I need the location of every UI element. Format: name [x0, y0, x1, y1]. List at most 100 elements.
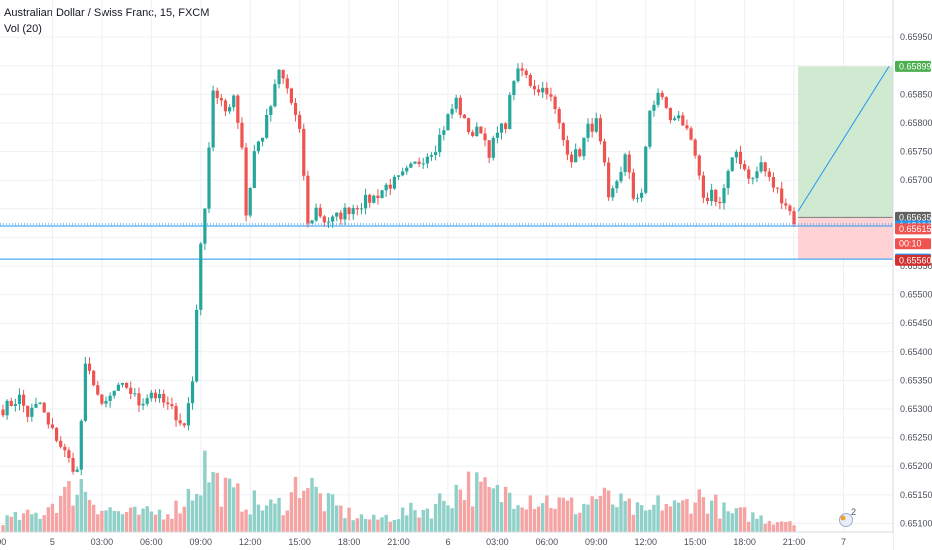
volume-bar: [606, 490, 611, 532]
candle: [112, 390, 116, 396]
price-tag: [895, 238, 931, 250]
volume-bar: [697, 489, 701, 532]
candle: [685, 125, 689, 129]
target-projection[interactable]: [797, 66, 890, 212]
volume-indicator-label[interactable]: Vol (20): [4, 23, 42, 35]
time-tick-label: 03:00: [91, 537, 114, 547]
candle: [67, 450, 71, 459]
volume-bar: [714, 494, 718, 532]
volume-bar: [306, 488, 310, 532]
candle: [738, 151, 743, 165]
candle: [50, 424, 55, 428]
symbol-title[interactable]: Australian Dollar / Swiss Franc, 15, FXC…: [4, 7, 210, 19]
volume-bar: [487, 487, 491, 532]
candle: [339, 212, 343, 220]
volume-bar: [215, 472, 219, 532]
volume-bar: [244, 509, 248, 532]
candle: [207, 147, 211, 209]
candle: [326, 221, 331, 223]
candle: [771, 176, 776, 188]
price-tick-label: 0.65400: [900, 347, 932, 357]
volume-bar: [277, 497, 281, 532]
volume-bar: [573, 514, 578, 532]
volume-bar: [17, 519, 22, 532]
price-axis[interactable]: 0.65950 0.65850 0.65800 0.65750 0.65700 0.655…: [892, 0, 932, 550]
candle: [743, 164, 747, 170]
bottom-right-widget[interactable]: 2: [839, 507, 857, 527]
volume-bar: [405, 515, 409, 532]
candle: [392, 176, 396, 189]
position-zones[interactable]: [798, 66, 893, 260]
volume-bar: [693, 502, 697, 532]
time-tick-label: 09:00: [585, 537, 608, 547]
volume-bar: [318, 493, 322, 532]
volume-bar: [314, 486, 318, 532]
volume-bar: [396, 519, 401, 532]
volume-bar: [141, 508, 145, 532]
horizontal-levels[interactable]: [0, 223, 893, 260]
candle: [697, 155, 701, 176]
candle: [355, 208, 359, 210]
volume-bar: [553, 508, 557, 532]
volume-bar: [256, 504, 261, 532]
volume-bar: [207, 482, 211, 532]
candle: [553, 96, 557, 110]
candle: [318, 207, 322, 217]
candle: [487, 140, 491, 158]
volume-bar: [199, 495, 203, 532]
time-tick-label: 09:00: [189, 537, 212, 547]
time-axis[interactable]: :00 5 03:00 06:00 09:00 12:00 15:00 18:00 21:00 6…: [0, 531, 893, 550]
candle: [125, 382, 129, 388]
volume-bar: [347, 507, 351, 532]
volume-bar: [248, 514, 252, 532]
price-tick-label: 0.65950: [900, 32, 932, 42]
candle: [549, 94, 553, 97]
candle: [351, 208, 355, 215]
volume-bar: [384, 514, 388, 532]
volume-bar: [775, 522, 780, 532]
candle: [9, 400, 13, 406]
candle: [335, 212, 339, 217]
time-tick-label: :00: [0, 537, 6, 547]
candle: [413, 161, 417, 164]
candle: [166, 402, 170, 405]
volume-bar: [170, 518, 174, 532]
candle: [446, 114, 450, 131]
candle: [5, 400, 9, 416]
volume-bar: [742, 507, 747, 532]
volume-bar: [190, 500, 195, 532]
volume-bar: [273, 503, 277, 532]
volume-bar: [438, 493, 442, 532]
time-tick-label: 18:00: [338, 537, 361, 547]
volume-bar: [400, 507, 405, 532]
candle: [265, 115, 269, 138]
price-tick-label: 0.65350: [900, 375, 932, 385]
volume-bar: [755, 518, 759, 532]
volume-bar: [565, 500, 570, 532]
candle: [223, 100, 228, 112]
volume-bar: [590, 496, 594, 532]
candle: [784, 203, 788, 206]
candle: [701, 175, 705, 198]
candle: [623, 154, 627, 172]
candle: [22, 394, 26, 406]
candle: [182, 423, 186, 426]
candle: [71, 458, 75, 472]
candle: [129, 387, 133, 394]
chart-grid: [0, 0, 893, 532]
volume-bar: [644, 510, 648, 532]
candle: [557, 109, 561, 124]
stop-zone: [798, 217, 893, 260]
price-tick-label: 0.65300: [900, 404, 932, 414]
candle: [524, 70, 528, 75]
candle: [462, 114, 467, 119]
candle: [504, 123, 508, 130]
volume-bar: [326, 493, 331, 532]
volume-bar: [260, 510, 265, 532]
volume-bar: [664, 503, 669, 532]
volume-bar: [425, 508, 430, 532]
candle: [396, 175, 401, 177]
candle: [75, 469, 79, 472]
volume-bar: [771, 524, 776, 532]
